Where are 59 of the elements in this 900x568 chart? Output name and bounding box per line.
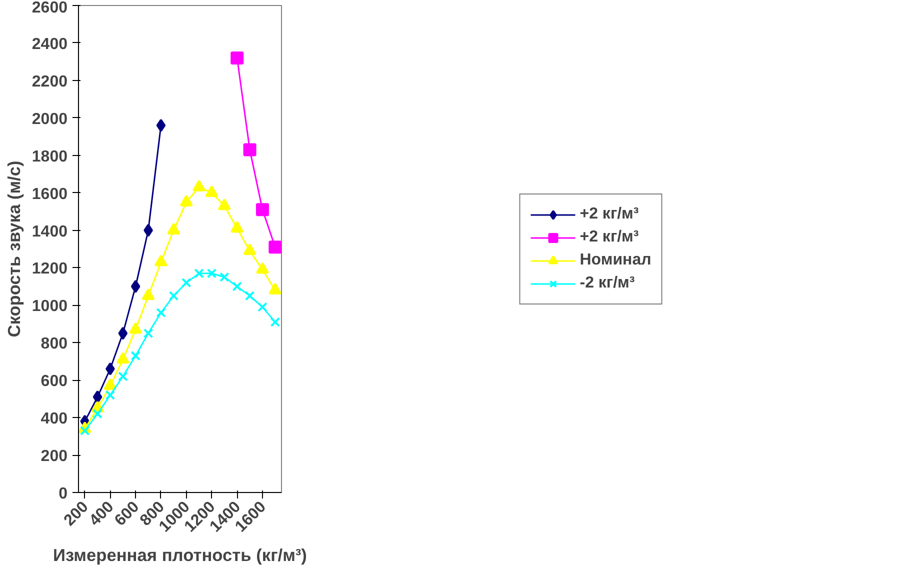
point	[118, 326, 128, 340]
legend-label: +2 кг/м³	[580, 205, 639, 223]
y-tick-label: 1000	[32, 298, 68, 316]
point	[206, 268, 217, 278]
point	[118, 371, 128, 382]
y-tick-label: 200	[40, 448, 68, 466]
y-tick-label: 1200	[32, 260, 68, 278]
y-axis-title: Скорость звука (м/с)	[4, 160, 24, 338]
point	[258, 302, 268, 312]
point	[194, 268, 204, 278]
y-tick-label: 800	[40, 336, 68, 353]
point	[142, 288, 155, 300]
point	[256, 262, 269, 274]
point	[230, 221, 244, 233]
point	[105, 390, 116, 400]
point	[243, 143, 256, 156]
point	[92, 408, 102, 419]
y-tick-label: 400	[40, 410, 68, 428]
point	[180, 194, 193, 206]
y-tick-label: 2200	[32, 73, 68, 90]
point	[154, 254, 168, 266]
point	[230, 51, 244, 64]
legend-label: +2 кг/м³	[580, 228, 639, 246]
y-tick-label: 2000	[32, 110, 68, 128]
y-tick-label: 1600	[32, 186, 68, 203]
point	[156, 118, 166, 132]
point	[268, 282, 282, 294]
point	[218, 198, 231, 210]
point	[143, 328, 154, 338]
point	[168, 290, 179, 301]
point	[256, 203, 269, 216]
point	[232, 282, 242, 292]
point	[130, 280, 140, 293]
legend-label: -2 кг/м³	[580, 274, 635, 292]
point	[181, 278, 192, 288]
point	[270, 317, 280, 327]
point	[192, 180, 206, 192]
legend-label: Номинал	[580, 251, 652, 269]
y-tick-label: 1400	[32, 223, 68, 240]
point	[243, 244, 256, 256]
y-tick-label: 600	[40, 373, 68, 390]
y-tick-label: 2600	[32, 0, 68, 16]
point	[80, 426, 90, 436]
point	[130, 350, 140, 361]
point	[106, 362, 115, 376]
point	[144, 224, 153, 237]
point	[92, 390, 102, 404]
point	[205, 185, 218, 197]
point	[129, 322, 142, 334]
y-tick-label: 1800	[32, 148, 68, 166]
y-tick-label: 2400	[32, 36, 68, 53]
point	[104, 378, 117, 390]
point	[268, 240, 282, 254]
point	[220, 272, 230, 282]
x-axis-title: Измеренная плотность (кг/м³)	[53, 545, 307, 566]
point	[116, 352, 130, 364]
point	[244, 290, 255, 301]
point	[156, 308, 166, 318]
point	[167, 222, 180, 234]
